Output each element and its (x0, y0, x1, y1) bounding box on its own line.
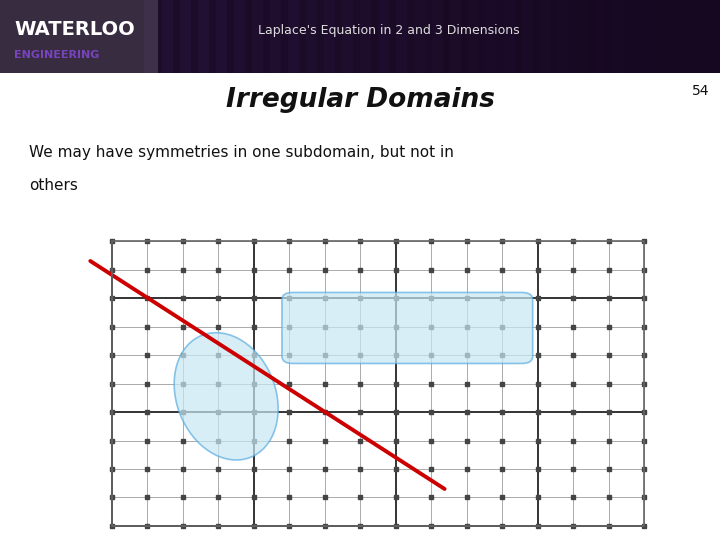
Bar (288, 0, 317, 73)
Bar (324, 0, 353, 73)
Ellipse shape (174, 333, 278, 460)
Bar (612, 0, 641, 73)
Bar (112, 241, 644, 526)
Text: Irregular Domains: Irregular Domains (225, 87, 495, 113)
Bar (234, 0, 263, 73)
Bar (306, 0, 335, 73)
Bar (432, 0, 461, 73)
Bar (576, 0, 605, 73)
Bar (378, 0, 407, 73)
Bar (666, 0, 695, 73)
Bar (198, 0, 227, 73)
Text: Laplace's Equation in 2 and 3 Dimensions: Laplace's Equation in 2 and 3 Dimensions (258, 24, 520, 37)
Text: 54: 54 (692, 84, 709, 98)
Bar (630, 0, 659, 73)
Bar (414, 0, 443, 73)
Bar (0, 0, 158, 73)
Bar (522, 0, 551, 73)
Bar (270, 0, 299, 73)
Text: We may have symmetries in one subdomain, but not in: We may have symmetries in one subdomain,… (29, 145, 454, 160)
Bar (648, 0, 677, 73)
Bar (144, 0, 173, 73)
Text: WATERLOO: WATERLOO (14, 21, 135, 39)
Bar (180, 0, 209, 73)
Bar (594, 0, 623, 73)
Bar (162, 0, 191, 73)
Bar (486, 0, 515, 73)
Bar (252, 0, 281, 73)
Bar (450, 0, 479, 73)
Bar (540, 0, 569, 73)
Bar (396, 0, 425, 73)
Text: others: others (29, 178, 78, 193)
Bar (216, 0, 245, 73)
Bar (558, 0, 587, 73)
Bar (360, 0, 389, 73)
Bar (504, 0, 533, 73)
Text: ENGINEERING: ENGINEERING (14, 50, 100, 59)
Bar (468, 0, 497, 73)
Bar (342, 0, 371, 73)
FancyBboxPatch shape (282, 293, 533, 363)
